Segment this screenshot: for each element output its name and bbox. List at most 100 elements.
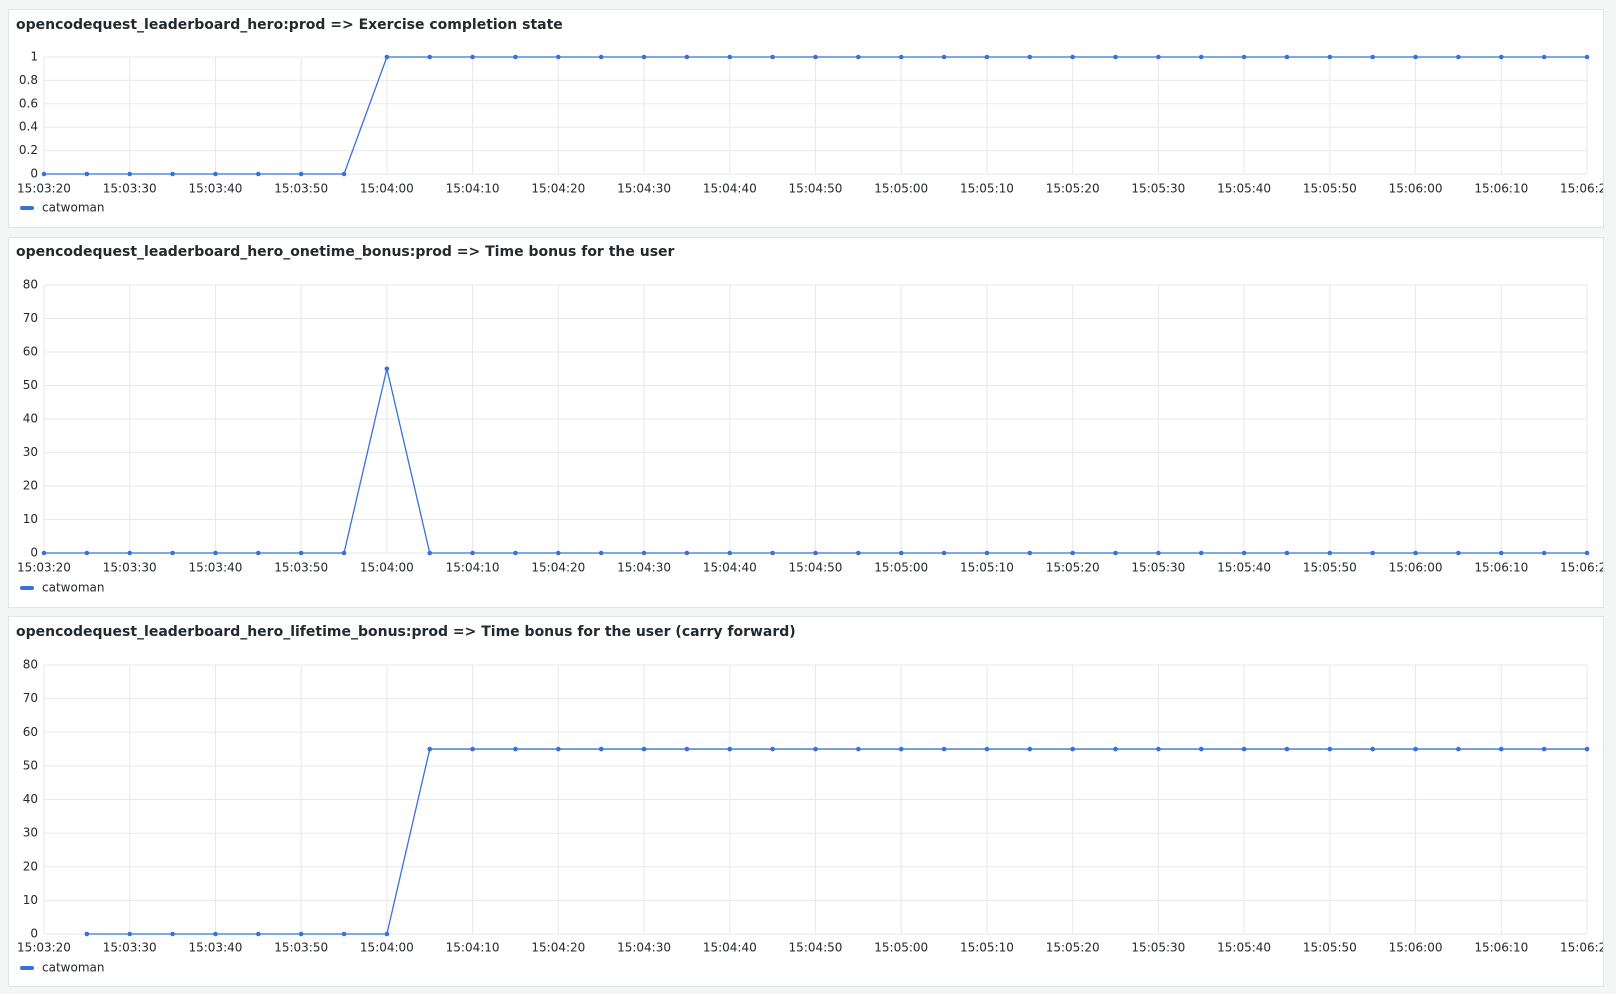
data-point (1284, 54, 1290, 60)
data-point (1156, 746, 1161, 752)
x-tick-label: 15:05:00 (874, 941, 928, 955)
data-point (1027, 550, 1033, 556)
y-tick-label: 20 (23, 479, 38, 493)
data-point (984, 550, 990, 556)
data-point (427, 550, 433, 556)
y-tick-label: 0.8 (19, 73, 38, 87)
x-tick-label: 15:05:10 (960, 182, 1014, 196)
y-tick-label: 40 (23, 412, 38, 426)
x-tick-label: 15:06:20 (1560, 182, 1614, 196)
data-point (1327, 746, 1333, 752)
x-tick-label: 15:04:50 (789, 941, 843, 955)
data-point (1327, 54, 1333, 60)
data-point (84, 931, 90, 937)
x-tick-label: 15:05:50 (1303, 941, 1357, 955)
data-point (813, 54, 818, 60)
data-point (213, 550, 218, 556)
data-point (1241, 54, 1247, 60)
data-point (1541, 54, 1547, 60)
data-point (898, 54, 904, 60)
data-point (598, 746, 604, 752)
x-tick-label: 15:04:40 (703, 561, 757, 575)
x-tick-label: 15:05:40 (1217, 561, 1271, 575)
data-point (1113, 746, 1118, 752)
line-series (86, 748, 1587, 935)
data-point (384, 931, 390, 937)
data-point (1113, 54, 1118, 60)
data-point (641, 550, 647, 556)
y-tick-label: 0 (30, 927, 38, 941)
x-tick-label: 15:03:50 (274, 561, 328, 575)
x-tick-label: 15:06:10 (1474, 941, 1528, 955)
data-point (84, 550, 90, 556)
data-point (1284, 746, 1290, 752)
data-point (856, 746, 861, 752)
data-point (1156, 550, 1161, 556)
x-tick-label: 15:05:20 (1046, 941, 1100, 955)
y-tick-label: 10 (23, 893, 38, 907)
x-tick-label: 15:04:30 (617, 182, 671, 196)
data-point (898, 550, 904, 556)
data-point (341, 171, 347, 177)
x-tick-label: 15:05:20 (1046, 182, 1100, 196)
panel (8, 9, 1604, 228)
data-point (1327, 550, 1333, 556)
data-point (1584, 746, 1590, 752)
data-point (941, 746, 947, 752)
data-point (941, 54, 947, 60)
data-point (770, 746, 775, 752)
data-point (427, 746, 433, 752)
x-tick-label: 15:04:10 (446, 561, 500, 575)
data-point (213, 171, 218, 177)
data-point (298, 171, 304, 177)
data-point (513, 746, 518, 752)
x-tick-label: 15:05:30 (1131, 941, 1185, 955)
data-point (1541, 746, 1547, 752)
legend-swatch (20, 586, 34, 590)
data-point (84, 171, 90, 177)
panel (8, 237, 1604, 608)
data-point (1284, 550, 1290, 556)
data-point (556, 746, 561, 752)
x-tick-label: 15:05:50 (1303, 561, 1357, 575)
y-tick-label: 80 (23, 278, 38, 292)
y-tick-label: 0.4 (19, 120, 38, 134)
x-tick-label: 15:04:10 (446, 941, 500, 955)
x-tick-label: 15:04:20 (531, 561, 585, 575)
data-point (470, 54, 475, 60)
x-tick-label: 15:05:00 (874, 561, 928, 575)
data-point (1070, 550, 1075, 556)
data-point (256, 550, 261, 556)
data-point (1584, 550, 1590, 556)
data-point (598, 54, 604, 60)
data-point (770, 550, 775, 556)
data-point (341, 550, 347, 556)
y-tick-label: 20 (23, 859, 38, 873)
data-point (684, 550, 690, 556)
x-tick-label: 15:03:40 (188, 561, 242, 575)
y-tick-label: 60 (23, 345, 38, 359)
data-point (1241, 746, 1247, 752)
data-point (1413, 54, 1418, 60)
data-point (170, 171, 175, 177)
legend-swatch (20, 966, 34, 970)
data-point (170, 931, 175, 937)
data-point (1584, 54, 1590, 60)
x-tick-label: 15:04:00 (360, 561, 414, 575)
data-point (1498, 550, 1504, 556)
y-tick-label: 40 (23, 792, 38, 806)
x-tick-label: 15:04:20 (531, 941, 585, 955)
data-point (1027, 54, 1033, 60)
data-point (127, 931, 133, 937)
y-tick-label: 0 (30, 167, 38, 181)
data-point (1027, 746, 1033, 752)
data-point (813, 746, 818, 752)
data-point (1198, 54, 1204, 60)
y-tick-label: 50 (23, 758, 38, 772)
y-tick-label: 10 (23, 512, 38, 526)
x-tick-label: 15:03:40 (188, 182, 242, 196)
y-tick-label: 30 (23, 826, 38, 840)
x-tick-label: 15:05:00 (874, 182, 928, 196)
data-point (727, 550, 733, 556)
data-point (1198, 746, 1204, 752)
